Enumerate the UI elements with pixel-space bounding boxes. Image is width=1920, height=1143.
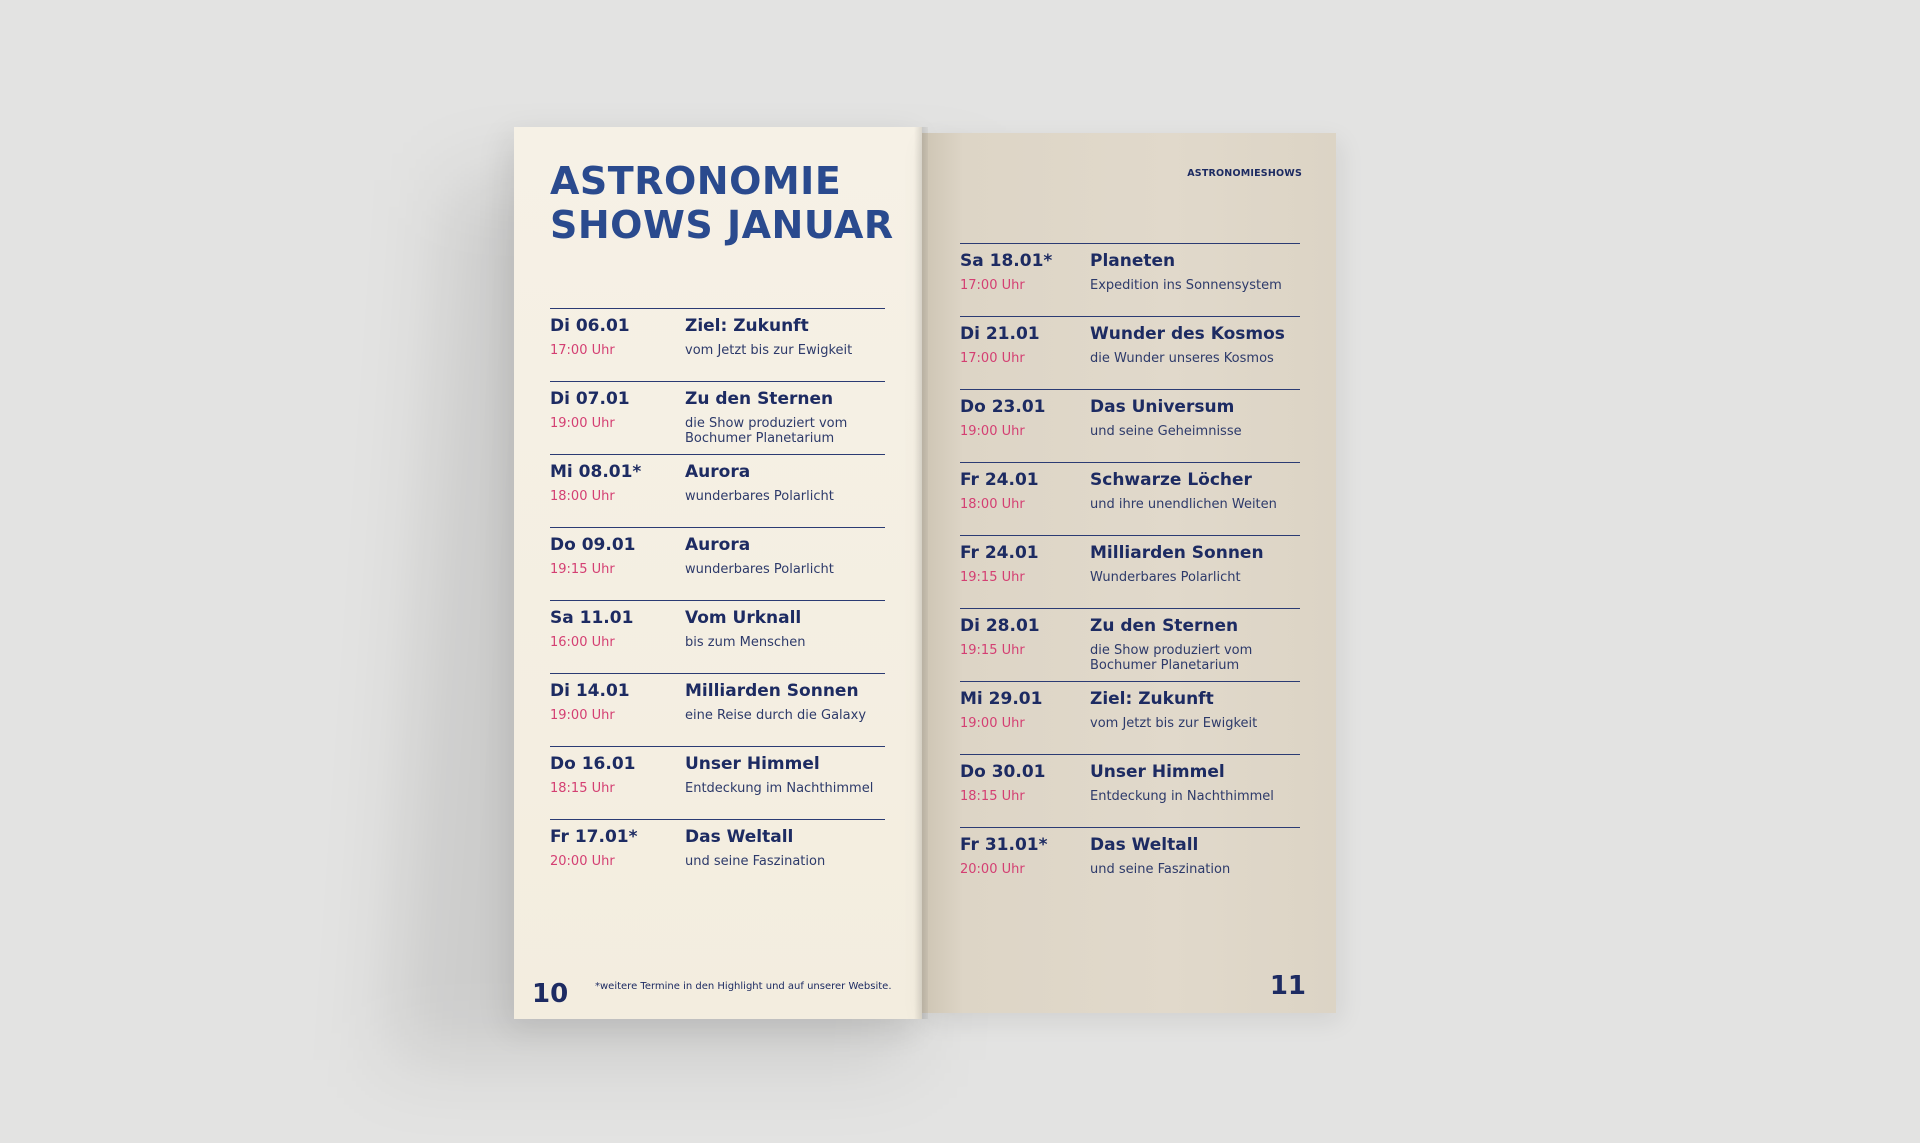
entry-date: Do 30.01	[960, 762, 1046, 782]
schedule-list-left: Di 06.01 17:00 Uhr Ziel: Zukunft vom Jet…	[550, 308, 885, 892]
entry-title: Unser Himmel	[1090, 762, 1225, 782]
entry-time: 19:15 Uhr	[550, 562, 615, 577]
schedule-entry: Fr 24.01 19:15 Uhr Milliarden Sonnen Wun…	[960, 535, 1300, 608]
page-number: 11	[1269, 971, 1306, 1001]
entry-time: 19:00 Uhr	[960, 716, 1025, 731]
schedule-entry: Di 14.01 19:00 Uhr Milliarden Sonnen ein…	[550, 673, 885, 746]
entry-description: eine Reise durch die Galaxy	[685, 708, 867, 723]
entry-date: Di 07.01	[550, 389, 630, 409]
brochure-page-left: ASTRONOMIE SHOWS JANUAR Di 06.01 17:00 U…	[514, 127, 922, 1019]
entry-time: 20:00 Uhr	[960, 862, 1025, 877]
entry-date: Sa 18.01*	[960, 251, 1053, 271]
entry-description: wunderbares Polarlicht	[685, 489, 834, 504]
brochure-spine	[914, 127, 928, 1019]
entry-time: 18:00 Uhr	[550, 489, 615, 504]
entry-title: Vom Urknall	[685, 608, 802, 628]
schedule-entry: Sa 18.01* 17:00 Uhr Planeten Expedition …	[960, 243, 1300, 316]
entry-date: Di 21.01	[960, 324, 1040, 344]
entry-time: 19:15 Uhr	[960, 643, 1025, 658]
schedule-entry: Sa 11.01 16:00 Uhr Vom Urknall bis zum M…	[550, 600, 885, 673]
entry-title: Das Weltall	[1090, 835, 1199, 855]
schedule-entry: Fr 31.01* 20:00 Uhr Das Weltall und sein…	[960, 827, 1300, 900]
schedule-list-right: Sa 18.01* 17:00 Uhr Planeten Expedition …	[960, 243, 1300, 900]
entry-description: vom Jetzt bis zur Ewigkeit	[685, 343, 853, 358]
entry-description: und seine Faszination	[685, 854, 826, 869]
entry-description: Wunderbares Polarlicht	[1090, 570, 1241, 585]
entry-time: 19:15 Uhr	[960, 570, 1025, 585]
entry-date: Di 06.01	[550, 316, 630, 336]
entry-title: Planeten	[1090, 251, 1176, 271]
entry-description: vom Jetzt bis zur Ewigkeit	[1090, 716, 1258, 731]
schedule-entry: Fr 24.01 18:00 Uhr Schwarze Löcher und i…	[960, 462, 1300, 535]
entry-title: Milliarden Sonnen	[1090, 543, 1264, 563]
entry-date: Fr 31.01*	[960, 835, 1048, 855]
entry-time: 18:15 Uhr	[960, 789, 1025, 804]
entry-date: Fr 17.01*	[550, 827, 638, 847]
entry-description: die Wunder unseres Kosmos	[1090, 351, 1274, 366]
entry-title: Das Universum	[1090, 397, 1235, 417]
page-number: 10	[532, 979, 569, 1009]
entry-title: Zu den Sternen	[1090, 616, 1239, 636]
schedule-entry: Di 06.01 17:00 Uhr Ziel: Zukunft vom Jet…	[550, 308, 885, 381]
entry-time: 17:00 Uhr	[960, 278, 1025, 293]
entry-description: Entdeckung in Nachthimmel	[1090, 789, 1274, 804]
entry-time: 16:00 Uhr	[550, 635, 615, 650]
entry-time: 18:15 Uhr	[550, 781, 615, 796]
entry-description: bis zum Menschen	[685, 635, 806, 650]
entry-date: Di 28.01	[960, 616, 1040, 636]
entry-title: Ziel: Zukunft	[1090, 689, 1214, 709]
entry-title: Wunder des Kosmos	[1090, 324, 1285, 344]
entry-date: Mi 08.01*	[550, 462, 642, 482]
entry-title: Unser Himmel	[685, 754, 820, 774]
entry-description: die Show produziert vom Bochumer Planeta…	[685, 416, 848, 446]
entry-date: Do 09.01	[550, 535, 636, 555]
schedule-entry: Do 23.01 19:00 Uhr Das Universum und sei…	[960, 389, 1300, 462]
entry-time: 17:00 Uhr	[960, 351, 1025, 366]
schedule-entry: Do 09.01 19:15 Uhr Aurora wunderbares Po…	[550, 527, 885, 600]
entry-title: Aurora	[685, 462, 751, 482]
schedule-entry: Fr 17.01* 20:00 Uhr Das Weltall und sein…	[550, 819, 885, 892]
entry-date: Fr 24.01	[960, 543, 1039, 563]
schedule-entry: Mi 29.01 19:00 Uhr Ziel: Zukunft vom Jet…	[960, 681, 1300, 754]
page-title: ASTRONOMIE SHOWS JANUAR	[550, 159, 894, 247]
schedule-entry: Di 21.01 17:00 Uhr Wunder des Kosmos die…	[960, 316, 1300, 389]
entry-title: Schwarze Löcher	[1090, 470, 1252, 490]
brochure-page-right: ASTRONOMIESHOWS Sa 18.01* 17:00 Uhr Plan…	[922, 133, 1336, 1013]
entry-time: 19:00 Uhr	[960, 424, 1025, 439]
entry-description: und seine Faszination	[1090, 862, 1231, 877]
entry-date: Do 16.01	[550, 754, 636, 774]
entry-description: Expedition ins Sonnensystem	[1090, 278, 1282, 293]
entry-time: 18:00 Uhr	[960, 497, 1025, 512]
entry-description: wunderbares Polarlicht	[685, 562, 834, 577]
entry-time: 19:00 Uhr	[550, 416, 615, 431]
title-line-1: ASTRONOMIE	[550, 159, 842, 203]
entry-title: Zu den Sternen	[685, 389, 834, 409]
entry-title: Milliarden Sonnen	[685, 681, 859, 701]
schedule-entry: Di 28.01 19:15 Uhr Zu den Sternen die Sh…	[960, 608, 1300, 681]
schedule-entry: Mi 08.01* 18:00 Uhr Aurora wunderbares P…	[550, 454, 885, 527]
entry-date: Fr 24.01	[960, 470, 1039, 490]
entry-description: und ihre unendlichen Weiten	[1090, 497, 1277, 512]
schedule-entry: Do 30.01 18:15 Uhr Unser Himmel Entdecku…	[960, 754, 1300, 827]
entry-description: und seine Geheimnisse	[1090, 424, 1242, 439]
entry-date: Do 23.01	[960, 397, 1046, 417]
entry-date: Mi 29.01	[960, 689, 1043, 709]
entry-time: 19:00 Uhr	[550, 708, 615, 723]
footnote: *weitere Termine in den Highlight und au…	[595, 981, 892, 992]
entry-date: Di 14.01	[550, 681, 630, 701]
entry-time: 20:00 Uhr	[550, 854, 615, 869]
title-line-2: SHOWS JANUAR	[550, 203, 894, 247]
entry-description: die Show produziert vom Bochumer Planeta…	[1090, 643, 1253, 673]
section-label: ASTRONOMIESHOWS	[1187, 168, 1302, 179]
entry-title: Ziel: Zukunft	[685, 316, 809, 336]
schedule-entry: Do 16.01 18:15 Uhr Unser Himmel Entdecku…	[550, 746, 885, 819]
entry-description: Entdeckung im Nachthimmel	[685, 781, 874, 796]
entry-title: Aurora	[685, 535, 751, 555]
schedule-entry: Di 07.01 19:00 Uhr Zu den Sternen die Sh…	[550, 381, 885, 454]
entry-title: Das Weltall	[685, 827, 794, 847]
entry-time: 17:00 Uhr	[550, 343, 615, 358]
entry-date: Sa 11.01	[550, 608, 634, 628]
